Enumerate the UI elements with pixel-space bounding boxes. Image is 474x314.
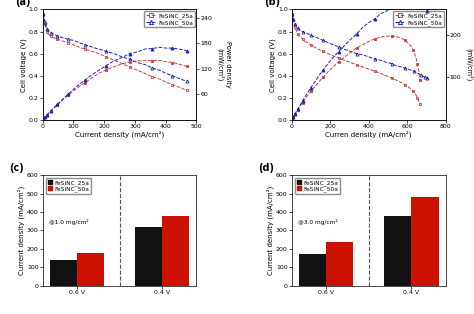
Text: @3.0 mg/cm²: @3.0 mg/cm² <box>298 219 337 225</box>
Y-axis label: Current density (mA/cm²): Current density (mA/cm²) <box>18 186 25 275</box>
Bar <box>326 242 353 286</box>
Bar <box>384 216 411 286</box>
Y-axis label: Power density
(mW/cm²): Power density (mW/cm²) <box>217 41 231 88</box>
Y-axis label: Current density (mA/cm²): Current density (mA/cm²) <box>267 186 274 275</box>
Legend: FeSiNC_25a, FeSiNC_50a: FeSiNC_25a, FeSiNC_50a <box>144 11 195 27</box>
Bar <box>411 197 438 286</box>
Text: @1.0 mg/cm²: @1.0 mg/cm² <box>49 219 89 225</box>
Bar <box>50 260 77 286</box>
X-axis label: Current density (mA/cm²): Current density (mA/cm²) <box>75 131 164 138</box>
Bar <box>299 253 326 286</box>
Bar <box>135 227 162 286</box>
Text: (a): (a) <box>15 0 30 7</box>
Text: (d): (d) <box>258 163 274 173</box>
Legend: FeSiNC_25a, FeSiNC_50a: FeSiNC_25a, FeSiNC_50a <box>393 11 444 27</box>
X-axis label: Curren density (mA/cm²): Curren density (mA/cm²) <box>326 131 412 138</box>
Y-axis label: Cell voltage (V): Cell voltage (V) <box>270 38 276 92</box>
Y-axis label: Cell voltage (V): Cell voltage (V) <box>21 38 27 92</box>
Legend: FeSiNC_25a, FeSiNC_50a: FeSiNC_25a, FeSiNC_50a <box>295 178 340 194</box>
Legend: FeSiNC_25a, FeSiNC_50a: FeSiNC_25a, FeSiNC_50a <box>46 178 91 194</box>
Y-axis label: Power density
(mW/cm²): Power density (mW/cm²) <box>465 41 474 88</box>
Text: (b): (b) <box>264 0 280 7</box>
Bar <box>162 216 190 286</box>
Bar <box>77 253 104 286</box>
Text: (c): (c) <box>9 163 24 173</box>
